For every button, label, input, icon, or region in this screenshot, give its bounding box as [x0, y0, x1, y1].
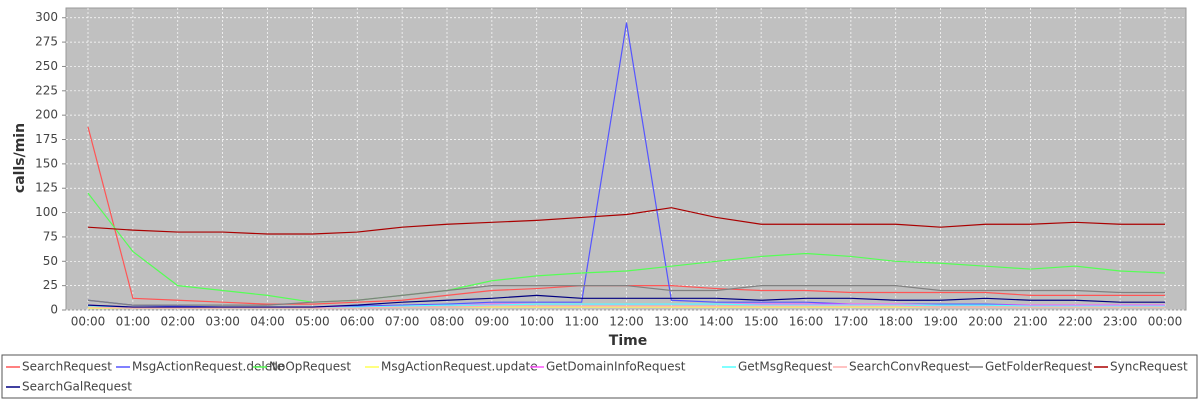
plot-area [65, 7, 1187, 311]
y-tick-label: 175 [35, 132, 58, 146]
legend-label: GetFolderRequest [985, 360, 1093, 374]
x-axis-title: Time [609, 333, 647, 349]
y-axis-title: calls/min [12, 123, 28, 193]
legend-label: MsgActionRequest.delete [132, 360, 284, 374]
x-tick-label: 16:00 [789, 315, 824, 329]
x-tick-label: 04:00 [250, 315, 285, 329]
y-tick-label: 250 [35, 59, 58, 73]
series-line [87, 192, 1166, 303]
x-tick-label: 00:00 [1148, 315, 1183, 329]
x-tick-label: 20:00 [968, 315, 1003, 329]
x-tick-label: 06:00 [340, 315, 375, 329]
legend-label: SearchGalRequest [22, 380, 132, 394]
x-tick-label: 01:00 [116, 315, 151, 329]
y-tick-label: 200 [35, 108, 58, 122]
y-tick-label: 300 [35, 10, 58, 24]
x-tick-label: 13:00 [654, 315, 689, 329]
legend-label: SyncRequest [1110, 360, 1188, 374]
x-tick-label: 05:00 [295, 315, 330, 329]
legend-label: GetDomainInfoRequest [546, 360, 686, 374]
x-tick-label: 11:00 [564, 315, 599, 329]
x-tick-label: 07:00 [385, 315, 420, 329]
y-tick-label: 225 [35, 83, 58, 97]
x-tick-label: 03:00 [205, 315, 240, 329]
x-tick-label: 18:00 [878, 315, 913, 329]
legend-box [1, 354, 1198, 399]
x-tick-label: 19:00 [923, 315, 958, 329]
y-tick-label: 0 [50, 303, 58, 317]
y-tick-label: 25 [43, 278, 58, 292]
series-line [87, 285, 1165, 306]
x-tick-label: 15:00 [744, 315, 779, 329]
y-tick-label: 150 [35, 156, 58, 170]
series-line [87, 305, 1165, 309]
x-tick-label: 17:00 [834, 315, 869, 329]
x-tick-label: 09:00 [475, 315, 510, 329]
x-tick-label: 00:00 [71, 315, 106, 329]
legend-label: GetMsgRequest [738, 360, 833, 374]
y-tick-label: 75 [43, 229, 58, 243]
x-tick-label: 22:00 [1058, 315, 1093, 329]
y-tick-label: 50 [43, 254, 58, 268]
series-line [87, 294, 1165, 308]
x-tick-label: 02:00 [160, 315, 195, 329]
y-tick-label: 275 [35, 35, 58, 49]
x-tick-label: 10:00 [519, 315, 554, 329]
legend-label: MsgActionRequest.update [381, 360, 538, 374]
x-tick-label: 21:00 [1013, 315, 1048, 329]
x-tick-label: 08:00 [430, 315, 465, 329]
legend-label: SearchRequest [22, 360, 112, 374]
x-tick-label: 23:00 [1103, 315, 1138, 329]
y-tick-label: 125 [35, 181, 58, 195]
x-tick-label: 12:00 [609, 315, 644, 329]
legend-label: SearchConvRequest [849, 360, 970, 374]
x-tick-label: 14:00 [699, 315, 734, 329]
series-line [87, 207, 1165, 235]
y-tick-label: 100 [35, 205, 58, 219]
legend-label: NoOpRequest [269, 360, 351, 374]
